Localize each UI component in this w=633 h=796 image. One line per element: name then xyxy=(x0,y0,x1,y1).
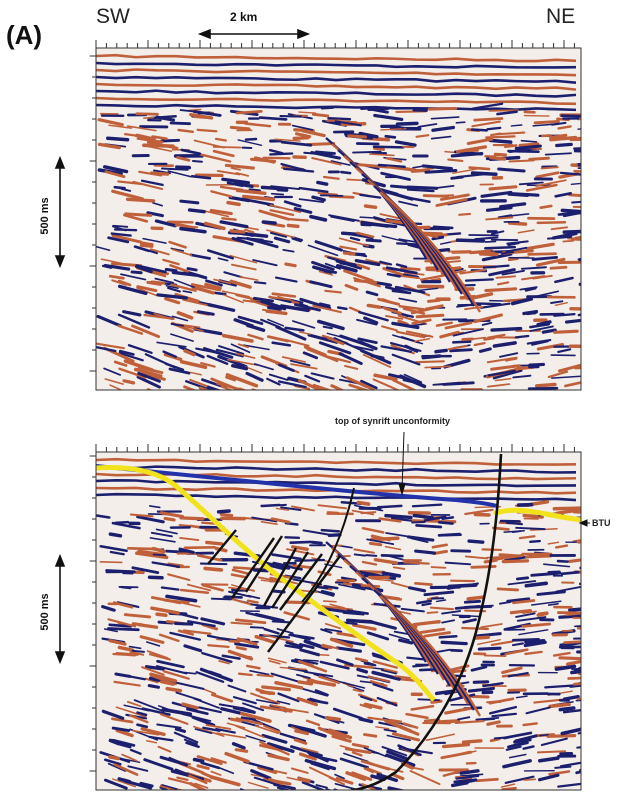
interpretation-overlay xyxy=(96,453,581,790)
top-panel-y-ticks xyxy=(89,55,96,372)
fault-small-5 xyxy=(279,553,323,611)
time-scale-bar-top xyxy=(54,155,66,269)
horizontal-scale-bar xyxy=(197,28,311,40)
unconformity-arrow xyxy=(398,431,406,496)
fault-antithetic xyxy=(301,487,355,603)
panel-label: (A) xyxy=(6,20,43,50)
fault-small-2 xyxy=(231,537,275,599)
btu-horizon-right xyxy=(492,507,581,523)
unconformity-line xyxy=(96,464,497,508)
direction-ne-label: NE xyxy=(546,5,576,28)
bottom-panel-y-ticks xyxy=(89,455,96,772)
time-scale-label-bottom: 500 ms xyxy=(39,593,51,631)
fault-small-6 xyxy=(267,555,341,653)
btu-horizon-left xyxy=(96,465,436,702)
fault-small-3 xyxy=(262,547,298,607)
fault-small-1 xyxy=(207,529,237,565)
top-panel-x-ticks xyxy=(95,40,575,48)
scale-bar-label: 2 km xyxy=(230,10,258,24)
fault-small-4 xyxy=(270,551,310,609)
fault-small-7 xyxy=(244,535,284,593)
seismic-reflectors-bottom xyxy=(96,457,581,790)
direction-sw-label: SW xyxy=(96,5,130,28)
bottom-panel-x-ticks xyxy=(95,444,575,452)
time-scale-label-top: 500 ms xyxy=(39,197,51,235)
seismic-section-uninterpreted xyxy=(96,48,581,390)
time-scale-bar-bottom xyxy=(54,553,66,665)
btu-arrow xyxy=(578,519,590,527)
main-fault xyxy=(350,453,503,790)
unconformity-annotation: top of synrift unconformity xyxy=(335,416,450,426)
seismic-section-interpreted xyxy=(96,452,581,790)
seismic-reflectors-top xyxy=(96,53,581,390)
btu-annotation: BTU xyxy=(592,518,611,528)
